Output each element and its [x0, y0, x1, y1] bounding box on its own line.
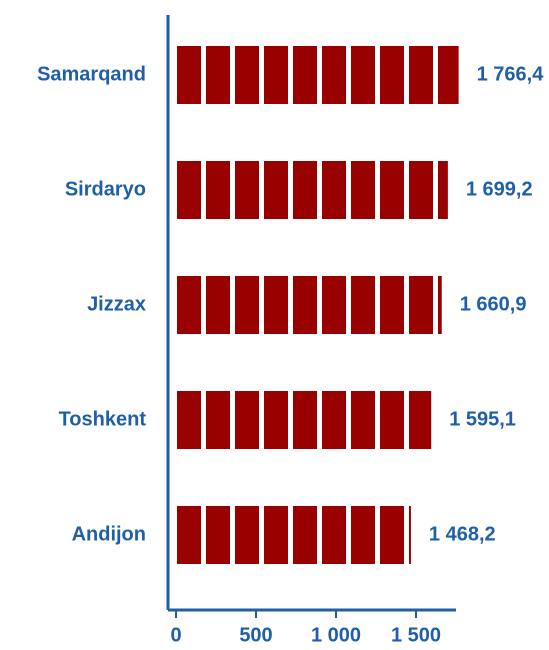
bar [176, 276, 442, 334]
x-tick-label: 0 [170, 624, 181, 646]
x-tick-label: 1 500 [391, 624, 441, 646]
x-tick-label: 500 [239, 624, 272, 646]
category-label: Toshkent [59, 408, 147, 430]
value-label: 1 660,9 [460, 293, 527, 315]
category-label: Jizzax [87, 293, 146, 315]
bar [176, 161, 448, 219]
value-label: 1 468,2 [429, 523, 496, 545]
value-label: 1 595,1 [449, 408, 516, 430]
value-label: 1 699,2 [466, 178, 533, 200]
x-tick-label: 1 000 [311, 624, 361, 646]
category-label: Sirdaryo [65, 178, 146, 200]
bar [176, 46, 459, 104]
bar [176, 391, 432, 449]
category-label: Andijon [72, 523, 146, 545]
bar [176, 506, 411, 564]
category-label: Samarqand [37, 63, 146, 85]
value-label: 1 766,4 [477, 63, 545, 85]
